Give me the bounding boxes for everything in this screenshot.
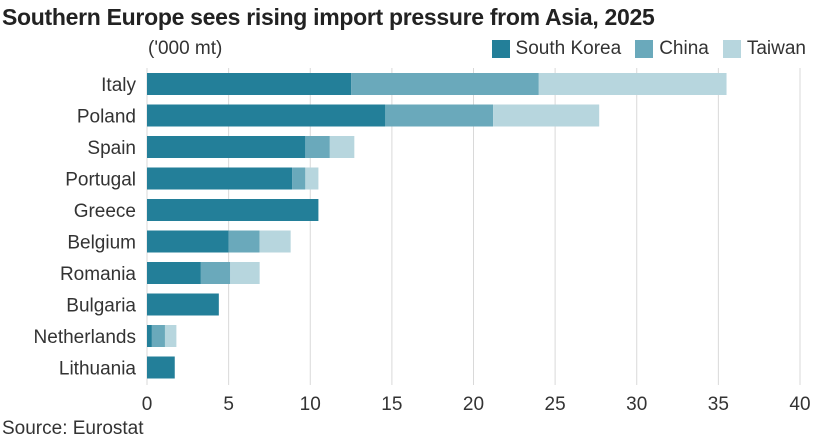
legend-item-taiwan: Taiwan xyxy=(722,38,806,60)
bar-china xyxy=(228,230,260,253)
x-tick-label: 20 xyxy=(463,394,484,415)
bar-south-korea xyxy=(147,199,319,221)
bar-china xyxy=(351,73,539,95)
bar-china xyxy=(151,325,165,347)
legend-label: China xyxy=(659,38,709,59)
category-label: Greece xyxy=(74,201,136,222)
legend-swatch xyxy=(722,40,741,58)
legend-swatch xyxy=(635,40,654,58)
unit-label: ('000 mt) xyxy=(148,38,223,59)
bar-taiwan xyxy=(230,262,260,284)
bar-south-korea xyxy=(147,230,229,253)
x-tick-label: 40 xyxy=(789,394,810,415)
category-label: Italy xyxy=(101,75,136,96)
x-tick-label: 5 xyxy=(223,394,234,415)
bar-south-korea xyxy=(147,325,152,347)
bar-taiwan xyxy=(329,136,355,158)
category-label: Spain xyxy=(87,138,136,159)
category-label: Lithuania xyxy=(59,359,137,380)
x-tick-label: 25 xyxy=(545,394,566,415)
bar-taiwan xyxy=(164,325,177,347)
legend-item-south-korea: South Korea xyxy=(491,38,622,60)
bar-south-korea xyxy=(147,262,201,284)
x-tick-label: 30 xyxy=(626,394,647,415)
bar-south-korea xyxy=(147,73,352,95)
category-label: Portugal xyxy=(65,170,136,191)
bar-south-korea xyxy=(147,104,386,127)
chart-title: Southern Europe sees rising import press… xyxy=(2,4,655,30)
x-tick-label: 15 xyxy=(381,394,402,415)
source-note: Source: Eurostat xyxy=(2,418,144,439)
bar-china xyxy=(385,104,494,127)
legend-label: Taiwan xyxy=(746,38,806,59)
bar-south-korea xyxy=(147,167,293,190)
bar-taiwan xyxy=(538,73,727,95)
category-label: Romania xyxy=(60,264,136,285)
x-tick-label: 35 xyxy=(708,394,729,415)
category-label: Netherlands xyxy=(34,327,136,348)
legend-item-china: China xyxy=(635,38,709,60)
bar-china xyxy=(200,262,231,284)
bar-south-korea xyxy=(147,293,219,316)
category-label: Bulgaria xyxy=(66,296,136,317)
category-label: Poland xyxy=(77,107,136,128)
legend: South Korea China Taiwan xyxy=(491,38,806,60)
legend-swatch xyxy=(491,40,510,58)
bar-south-korea xyxy=(147,356,175,379)
legend-label: South Korea xyxy=(515,38,622,59)
bar-china xyxy=(292,167,306,190)
bar-taiwan xyxy=(259,230,291,253)
bar-taiwan xyxy=(493,104,600,127)
bar-taiwan xyxy=(305,167,319,190)
category-label: Belgium xyxy=(67,233,136,254)
x-tick-label: 10 xyxy=(300,394,321,415)
x-tick-label: 0 xyxy=(142,394,153,415)
bar-south-korea xyxy=(147,136,306,158)
bar-china xyxy=(305,136,330,158)
